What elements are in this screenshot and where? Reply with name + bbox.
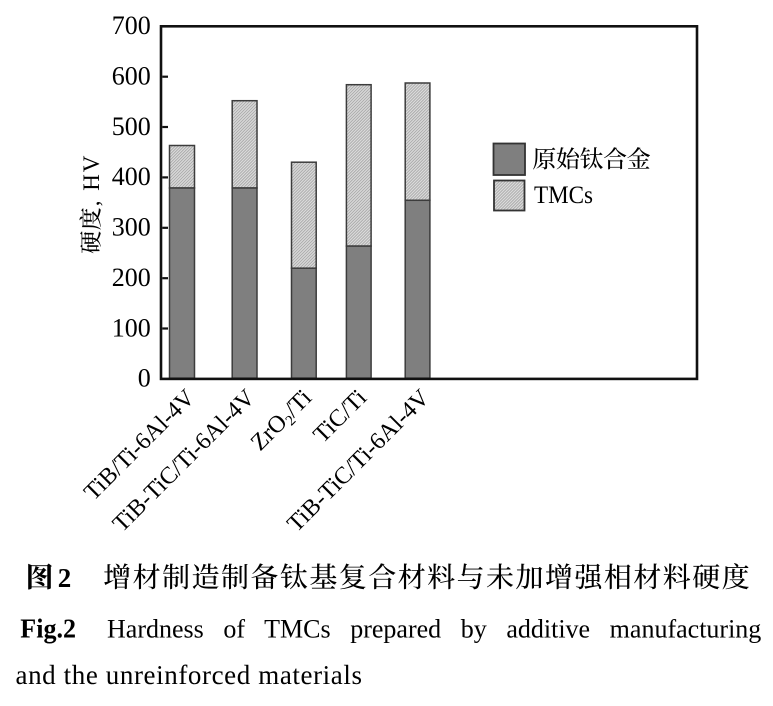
svg-text:700: 700 xyxy=(112,11,151,40)
svg-text:TMCs: TMCs xyxy=(534,182,593,209)
svg-text:Fig.2: Fig.2 xyxy=(20,613,76,643)
svg-text:500: 500 xyxy=(112,112,151,141)
svg-text:and the unreinforced materials: and the unreinforced materials xyxy=(16,660,363,690)
svg-text:300: 300 xyxy=(112,213,151,242)
svg-text:200: 200 xyxy=(112,263,151,292)
svg-text:0: 0 xyxy=(138,364,151,393)
svg-text:, HV: , HV xyxy=(79,154,104,207)
svg-text:400: 400 xyxy=(112,162,151,191)
svg-text:2: 2 xyxy=(58,563,71,593)
svg-text:Hardness of TMCs prepared by a: Hardness of TMCs prepared by additive ma… xyxy=(107,614,761,643)
svg-text:100: 100 xyxy=(112,313,151,342)
svg-text:600: 600 xyxy=(112,62,151,91)
